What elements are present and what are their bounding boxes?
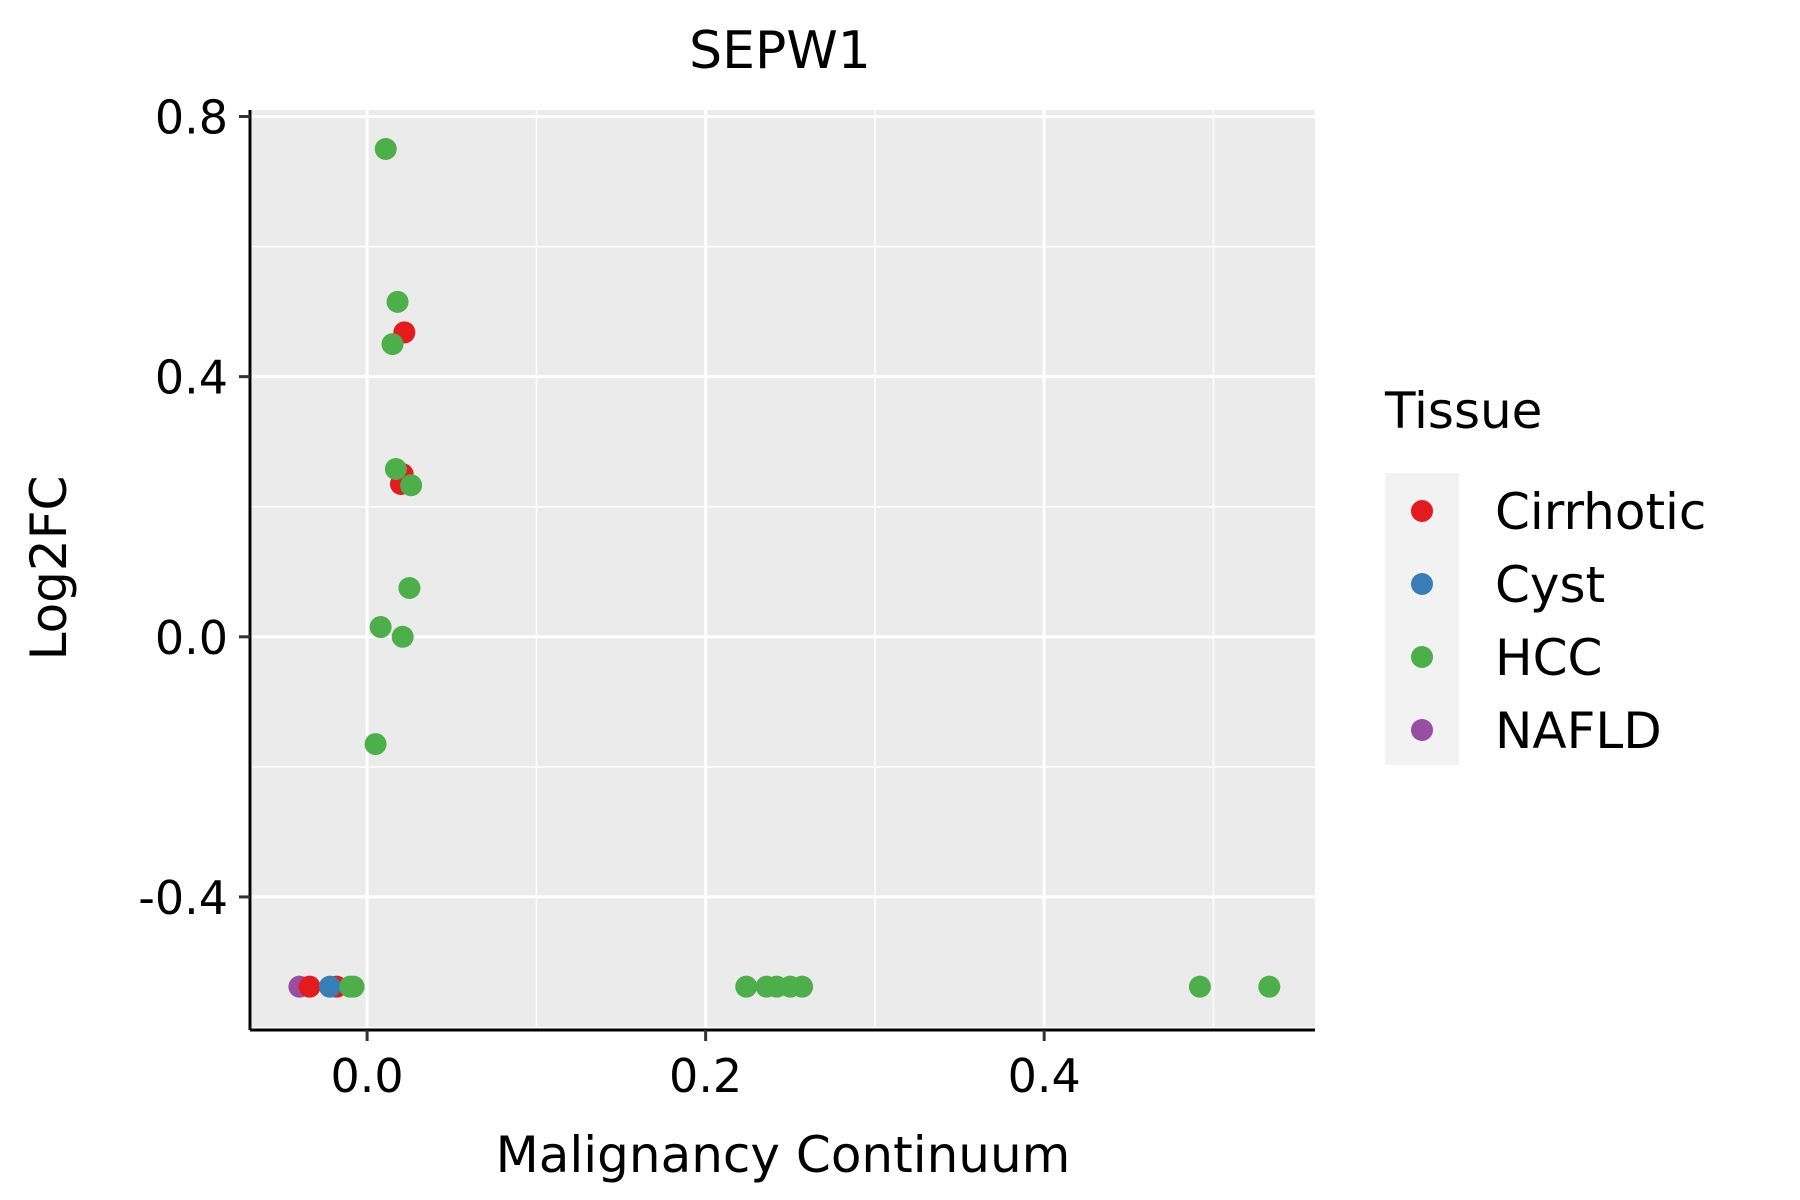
point-cyst: [318, 975, 341, 998]
legend: Tissue Cirrhotic Cyst HCC NAFLD: [1384, 382, 1706, 765]
legend-label-cyst: Cyst: [1495, 556, 1605, 614]
point-hcc: [364, 733, 387, 756]
point-hcc: [735, 975, 758, 998]
y-axis-title: Log2FC: [20, 476, 78, 661]
point-hcc: [384, 457, 407, 480]
legend-label-nafld: NAFLD: [1495, 702, 1662, 760]
point-hcc: [398, 577, 421, 600]
point-hcc: [374, 138, 397, 161]
plot-panel: [252, 110, 1315, 1027]
point-hcc: [369, 616, 392, 639]
legend-key-nafld: [1411, 719, 1433, 741]
point-hcc: [1188, 975, 1211, 998]
legend-key-cirrhotic: [1411, 500, 1433, 522]
legend-label-cirrhotic: Cirrhotic: [1495, 483, 1706, 541]
legend-label-hcc: HCC: [1495, 629, 1602, 687]
x-axis-title: Malignancy Continuum: [496, 1126, 1071, 1184]
point-hcc: [1258, 975, 1281, 998]
x-tick-label: 0.2: [669, 1049, 742, 1103]
point-cirrhotic: [298, 975, 321, 998]
chart-title: SEPW1: [689, 21, 871, 81]
y-axis-ticks: -0.4 0.0 0.4 0.8: [138, 91, 250, 925]
point-hcc: [381, 333, 404, 356]
point-hcc: [386, 290, 409, 313]
major-gridlines: [252, 110, 1315, 1027]
legend-key-hcc: [1411, 646, 1433, 668]
point-hcc: [400, 474, 423, 497]
minor-gridlines: [252, 110, 1315, 1027]
x-axis-ticks: 0.0 0.2 0.4: [331, 1030, 1081, 1103]
x-tick-label: 0.0: [331, 1049, 404, 1103]
y-tick-label: 0.8: [155, 91, 228, 145]
y-tick-label: 0.4: [155, 351, 228, 405]
point-hcc: [342, 975, 365, 998]
data-points: [288, 138, 1281, 998]
y-tick-label: 0.0: [155, 611, 228, 665]
point-hcc: [791, 975, 814, 998]
legend-title: Tissue: [1384, 382, 1542, 440]
point-hcc: [391, 625, 414, 648]
legend-key-cyst: [1411, 573, 1433, 595]
x-tick-label: 0.4: [1008, 1049, 1081, 1103]
y-tick-label: -0.4: [138, 871, 228, 925]
